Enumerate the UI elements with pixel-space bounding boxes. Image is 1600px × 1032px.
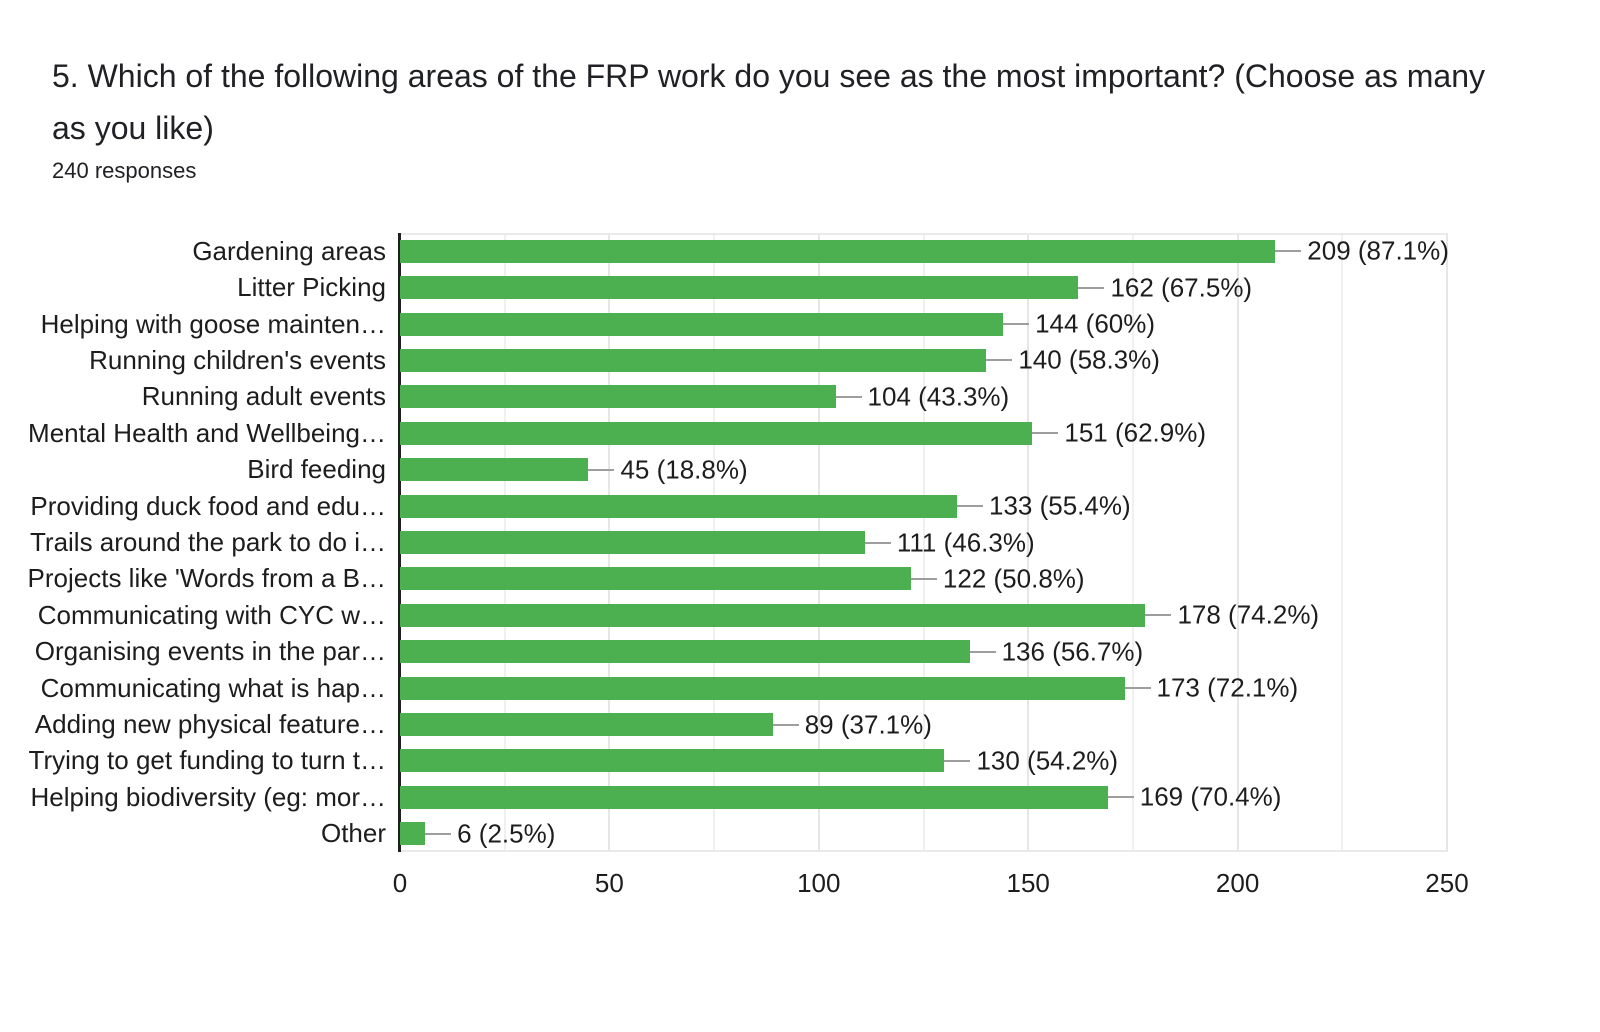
responses-count: 240 responses	[52, 158, 197, 183]
bar-value-label: 133 (55.4%)	[989, 490, 1131, 521]
plot-border	[400, 233, 1447, 235]
bar-value-label: 89 (37.1%)	[804, 709, 932, 740]
category-label: Gardening areas	[192, 235, 386, 266]
category-label: Projects like 'Words from a B…	[27, 563, 386, 594]
x-tick-label: 50	[594, 868, 624, 898]
annotation-stem	[1107, 796, 1134, 799]
bar	[400, 348, 987, 372]
annotation-stem	[1145, 614, 1172, 617]
bar-chart: Gardening areas Litter Picking Helping wit…	[0, 233, 1469, 913]
category-label: Running children's events	[89, 344, 386, 375]
category-label: Providing duck food and edu…	[30, 490, 386, 521]
plot-border	[400, 850, 1447, 852]
category-label: Running adult events	[141, 381, 386, 412]
bar-value-label: 130 (54.2%)	[976, 745, 1119, 776]
category-label: Adding new physical feature…	[34, 709, 386, 740]
category-label: Trying to get funding to turn t…	[28, 745, 386, 776]
category-label: Helping biodiversity (eg: mor…	[30, 781, 386, 812]
annotation-stem	[944, 759, 971, 762]
annotation-stem	[1124, 687, 1151, 690]
bar-value-label: 136 (56.7%)	[1001, 636, 1144, 667]
plot-area: 209 (87.1%) 162 (67.5%) 144 (60%) 140 (58.3…	[398, 233, 1449, 852]
bar-value-label: 173 (72.1%)	[1156, 672, 1299, 703]
bar	[400, 749, 945, 773]
category-label: Helping with goose mainten…	[40, 308, 386, 339]
bar	[400, 239, 1276, 263]
gridline	[1446, 233, 1448, 852]
annotation-stem	[1032, 432, 1059, 435]
bar-value-label: 178 (74.2%)	[1177, 599, 1320, 630]
annotation-stem	[1003, 323, 1030, 326]
bar	[400, 385, 836, 409]
annotation-stem	[425, 832, 452, 835]
bar	[400, 276, 1079, 300]
x-tick-label: 150	[1006, 868, 1050, 898]
annotation-stem	[588, 468, 615, 471]
bar-value-label: 122 (50.8%)	[942, 563, 1085, 594]
bar	[400, 785, 1108, 809]
gridline	[1341, 233, 1344, 852]
annotation-stem	[772, 723, 799, 726]
bar	[400, 458, 589, 482]
bar	[400, 640, 970, 664]
x-tick-label: 200	[1215, 868, 1260, 898]
question-title: 5. Which of the following areas of the F…	[52, 58, 1485, 146]
category-label: Litter Picking	[237, 272, 386, 303]
bar-value-label: 45 (18.8%)	[620, 454, 748, 485]
category-label: Mental Health and Wellbeing…	[28, 417, 386, 448]
bar	[400, 713, 773, 737]
bar-value-label: 209 (87.1%)	[1307, 235, 1449, 266]
gridline	[1236, 233, 1239, 852]
bar	[400, 676, 1125, 700]
gridline	[922, 233, 925, 852]
bar	[400, 567, 911, 591]
annotation-stem	[864, 541, 891, 544]
x-axis: 0 50 100 150 200 250	[393, 852, 1469, 912]
x-tick-label: 250	[1425, 868, 1469, 898]
category-label: Trails around the park to do i…	[30, 526, 386, 557]
category-label: Communicating what is hap…	[40, 672, 386, 703]
annotation-stem	[1275, 250, 1302, 253]
x-tick-label: 100	[797, 868, 841, 898]
y-axis-line	[398, 233, 401, 852]
category-label: Organising events in the par…	[34, 636, 386, 667]
annotation-stem	[969, 650, 996, 653]
category-label: Communicating with CYC w…	[37, 599, 386, 630]
bar	[400, 822, 426, 846]
category-label-column: Gardening areas Litter Picking Helping wit…	[0, 233, 392, 852]
annotation-stem	[957, 505, 983, 508]
bar-value-label: 162 (67.5%)	[1110, 272, 1253, 303]
bar-value-label: 140 (58.3%)	[1018, 344, 1160, 375]
bar	[400, 531, 865, 554]
bar-value-label: 144 (60%)	[1035, 308, 1156, 339]
bar	[400, 494, 957, 518]
category-label: Other	[320, 818, 386, 849]
bar	[400, 603, 1146, 627]
annotation-stem	[986, 359, 1013, 362]
bar-value-label: 169 (70.4%)	[1139, 781, 1282, 812]
annotation-stem	[835, 395, 862, 398]
bar-value-label: 104 (43.3%)	[867, 381, 1010, 412]
bar-value-label: 111 (46.3%)	[896, 527, 1035, 557]
annotation-stem	[1078, 286, 1105, 289]
annotation-stem	[910, 577, 937, 580]
gridline	[1131, 233, 1134, 852]
bar-value-label: 151 (62.9%)	[1064, 417, 1207, 448]
bar	[400, 421, 1033, 445]
bar-value-label: 6 (2.5%)	[457, 818, 556, 849]
category-label: Bird feeding	[247, 454, 386, 485]
gridline	[1027, 233, 1030, 852]
x-tick-label: 0	[392, 868, 408, 898]
bar	[400, 312, 1004, 336]
